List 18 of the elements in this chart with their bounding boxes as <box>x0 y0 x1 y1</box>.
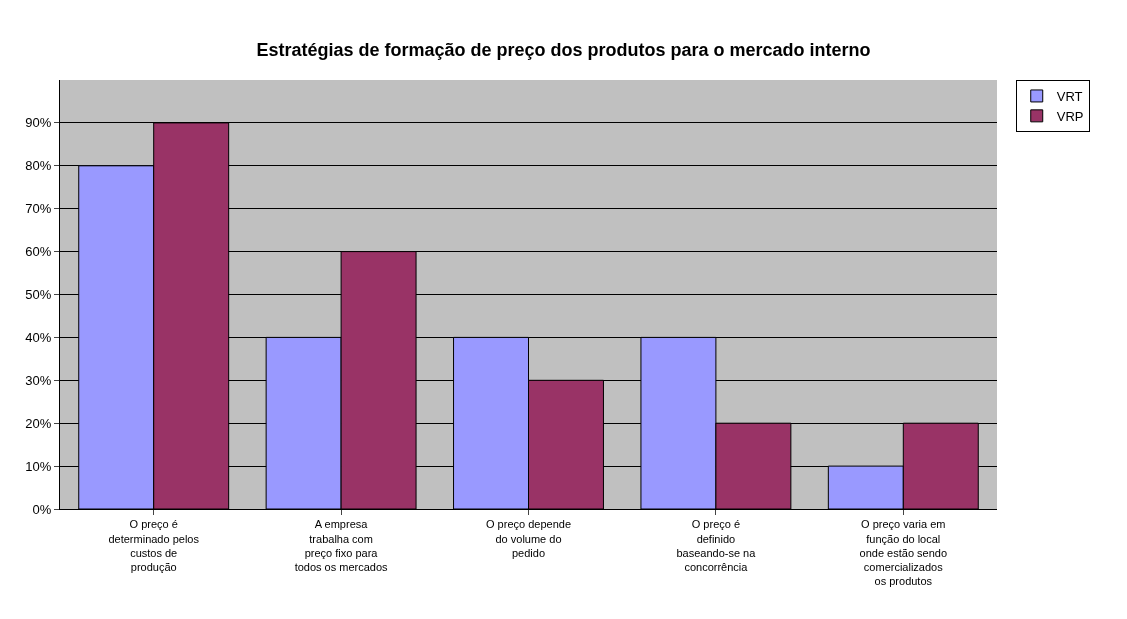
legend-label: VRP <box>1056 108 1084 124</box>
x-tick-label: O preço é definido baseando-se na concorrência <box>676 518 757 574</box>
x-tick-label: O preço varia em função do local onde estão sendo comercializados os produtos <box>859 518 948 588</box>
y-tick-label: 40% <box>25 329 52 345</box>
y-tick-label: 30% <box>25 372 52 388</box>
y-tick-label: 70% <box>25 201 52 217</box>
x-tick-label: O preço é determinado pelos custos de produção <box>108 518 200 574</box>
y-tick-label: 50% <box>25 287 52 303</box>
x-tick-label: O preço depende do volume do pedido <box>485 518 572 559</box>
y-tick-label: 90% <box>25 115 52 131</box>
y-tick-label: 80% <box>25 158 52 174</box>
y-tick-label: 0% <box>32 501 52 517</box>
chart-title: Estratégias de formação de preço dos produtos para o mercado interno <box>256 39 871 60</box>
y-tick-label: 60% <box>25 244 52 260</box>
x-tick-label: A empresa trabalha com preço fixo para todos os mercados <box>294 518 389 574</box>
y-tick-label: 20% <box>25 415 52 431</box>
legend-label: VRT <box>1056 89 1083 105</box>
y-tick-label: 10% <box>25 458 52 474</box>
